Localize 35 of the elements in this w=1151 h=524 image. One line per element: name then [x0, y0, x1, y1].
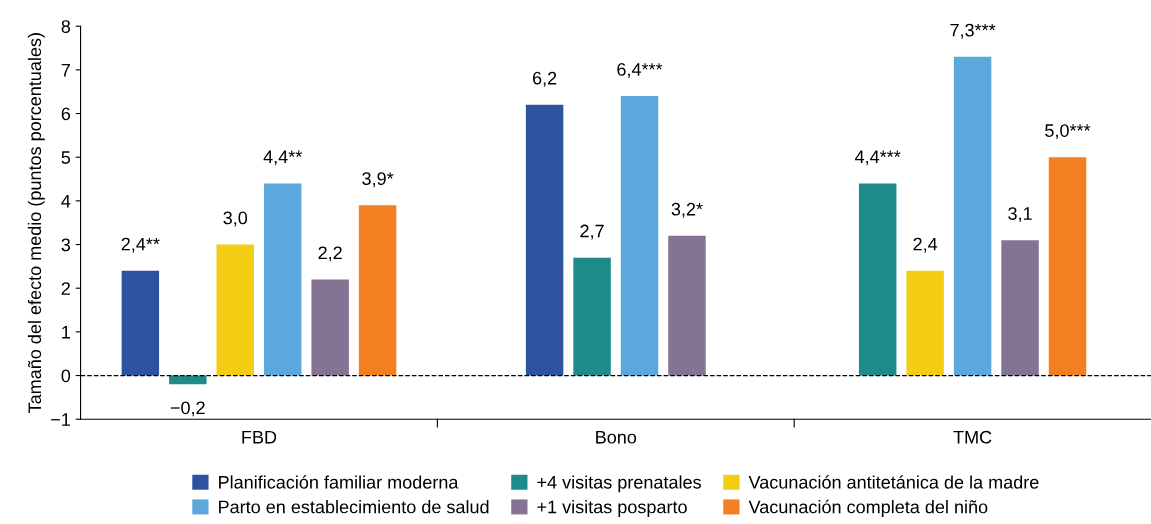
y-tick-label: 1: [62, 325, 70, 339]
data-label: 6,2: [532, 71, 557, 87]
data-label: 3,9*: [362, 172, 394, 188]
data-label: 4,4**: [263, 150, 302, 166]
y-tick-label: 0: [61, 369, 71, 383]
y-tick-label: 7: [61, 63, 70, 77]
data-label: 3,0: [223, 211, 248, 227]
x-tick-label: FBD: [242, 430, 277, 444]
legend-label: Vacunación antitetánica de la madre: [748, 475, 1039, 489]
y-tick-label: 6: [61, 107, 71, 121]
data-label: 2,4: [913, 237, 938, 253]
y-tick-label: −1: [51, 413, 70, 426]
data-label: 2,4**: [121, 237, 160, 253]
data-label: 2,7: [580, 224, 604, 240]
data-label: 5,0***: [1045, 124, 1091, 140]
legend-label: +4 visitas prenatales: [537, 475, 701, 493]
data-label: −0,2: [170, 401, 205, 417]
x-tick-label: TMC: [953, 430, 992, 444]
y-tick-label: 4: [61, 194, 71, 208]
y-axis-title: Tamaño del efecto medio (puntos porcentuales): [27, 33, 45, 413]
y-tick-label: 8: [61, 20, 71, 33]
data-label: 7,3***: [950, 23, 996, 39]
y-tick-label: 5: [61, 151, 71, 164]
data-label: 4,4***: [855, 150, 901, 166]
y-tick-label: 2: [61, 282, 70, 295]
y-tick-label: 3: [61, 238, 71, 252]
data-label: 3,2*: [671, 202, 703, 218]
data-label: 3,1: [1008, 207, 1032, 223]
legend-label: Planificación familiar moderna: [219, 475, 459, 489]
legend-label: +1 visitas posparto: [537, 500, 687, 517]
legend-label: Parto en establecimiento de salud: [219, 500, 489, 514]
legend-label: Vacunación completa del niño: [748, 499, 988, 517]
data-label: 2,2: [318, 246, 342, 262]
data-label: 6,4***: [617, 63, 663, 78]
x-tick-label: Bono: [596, 430, 637, 444]
